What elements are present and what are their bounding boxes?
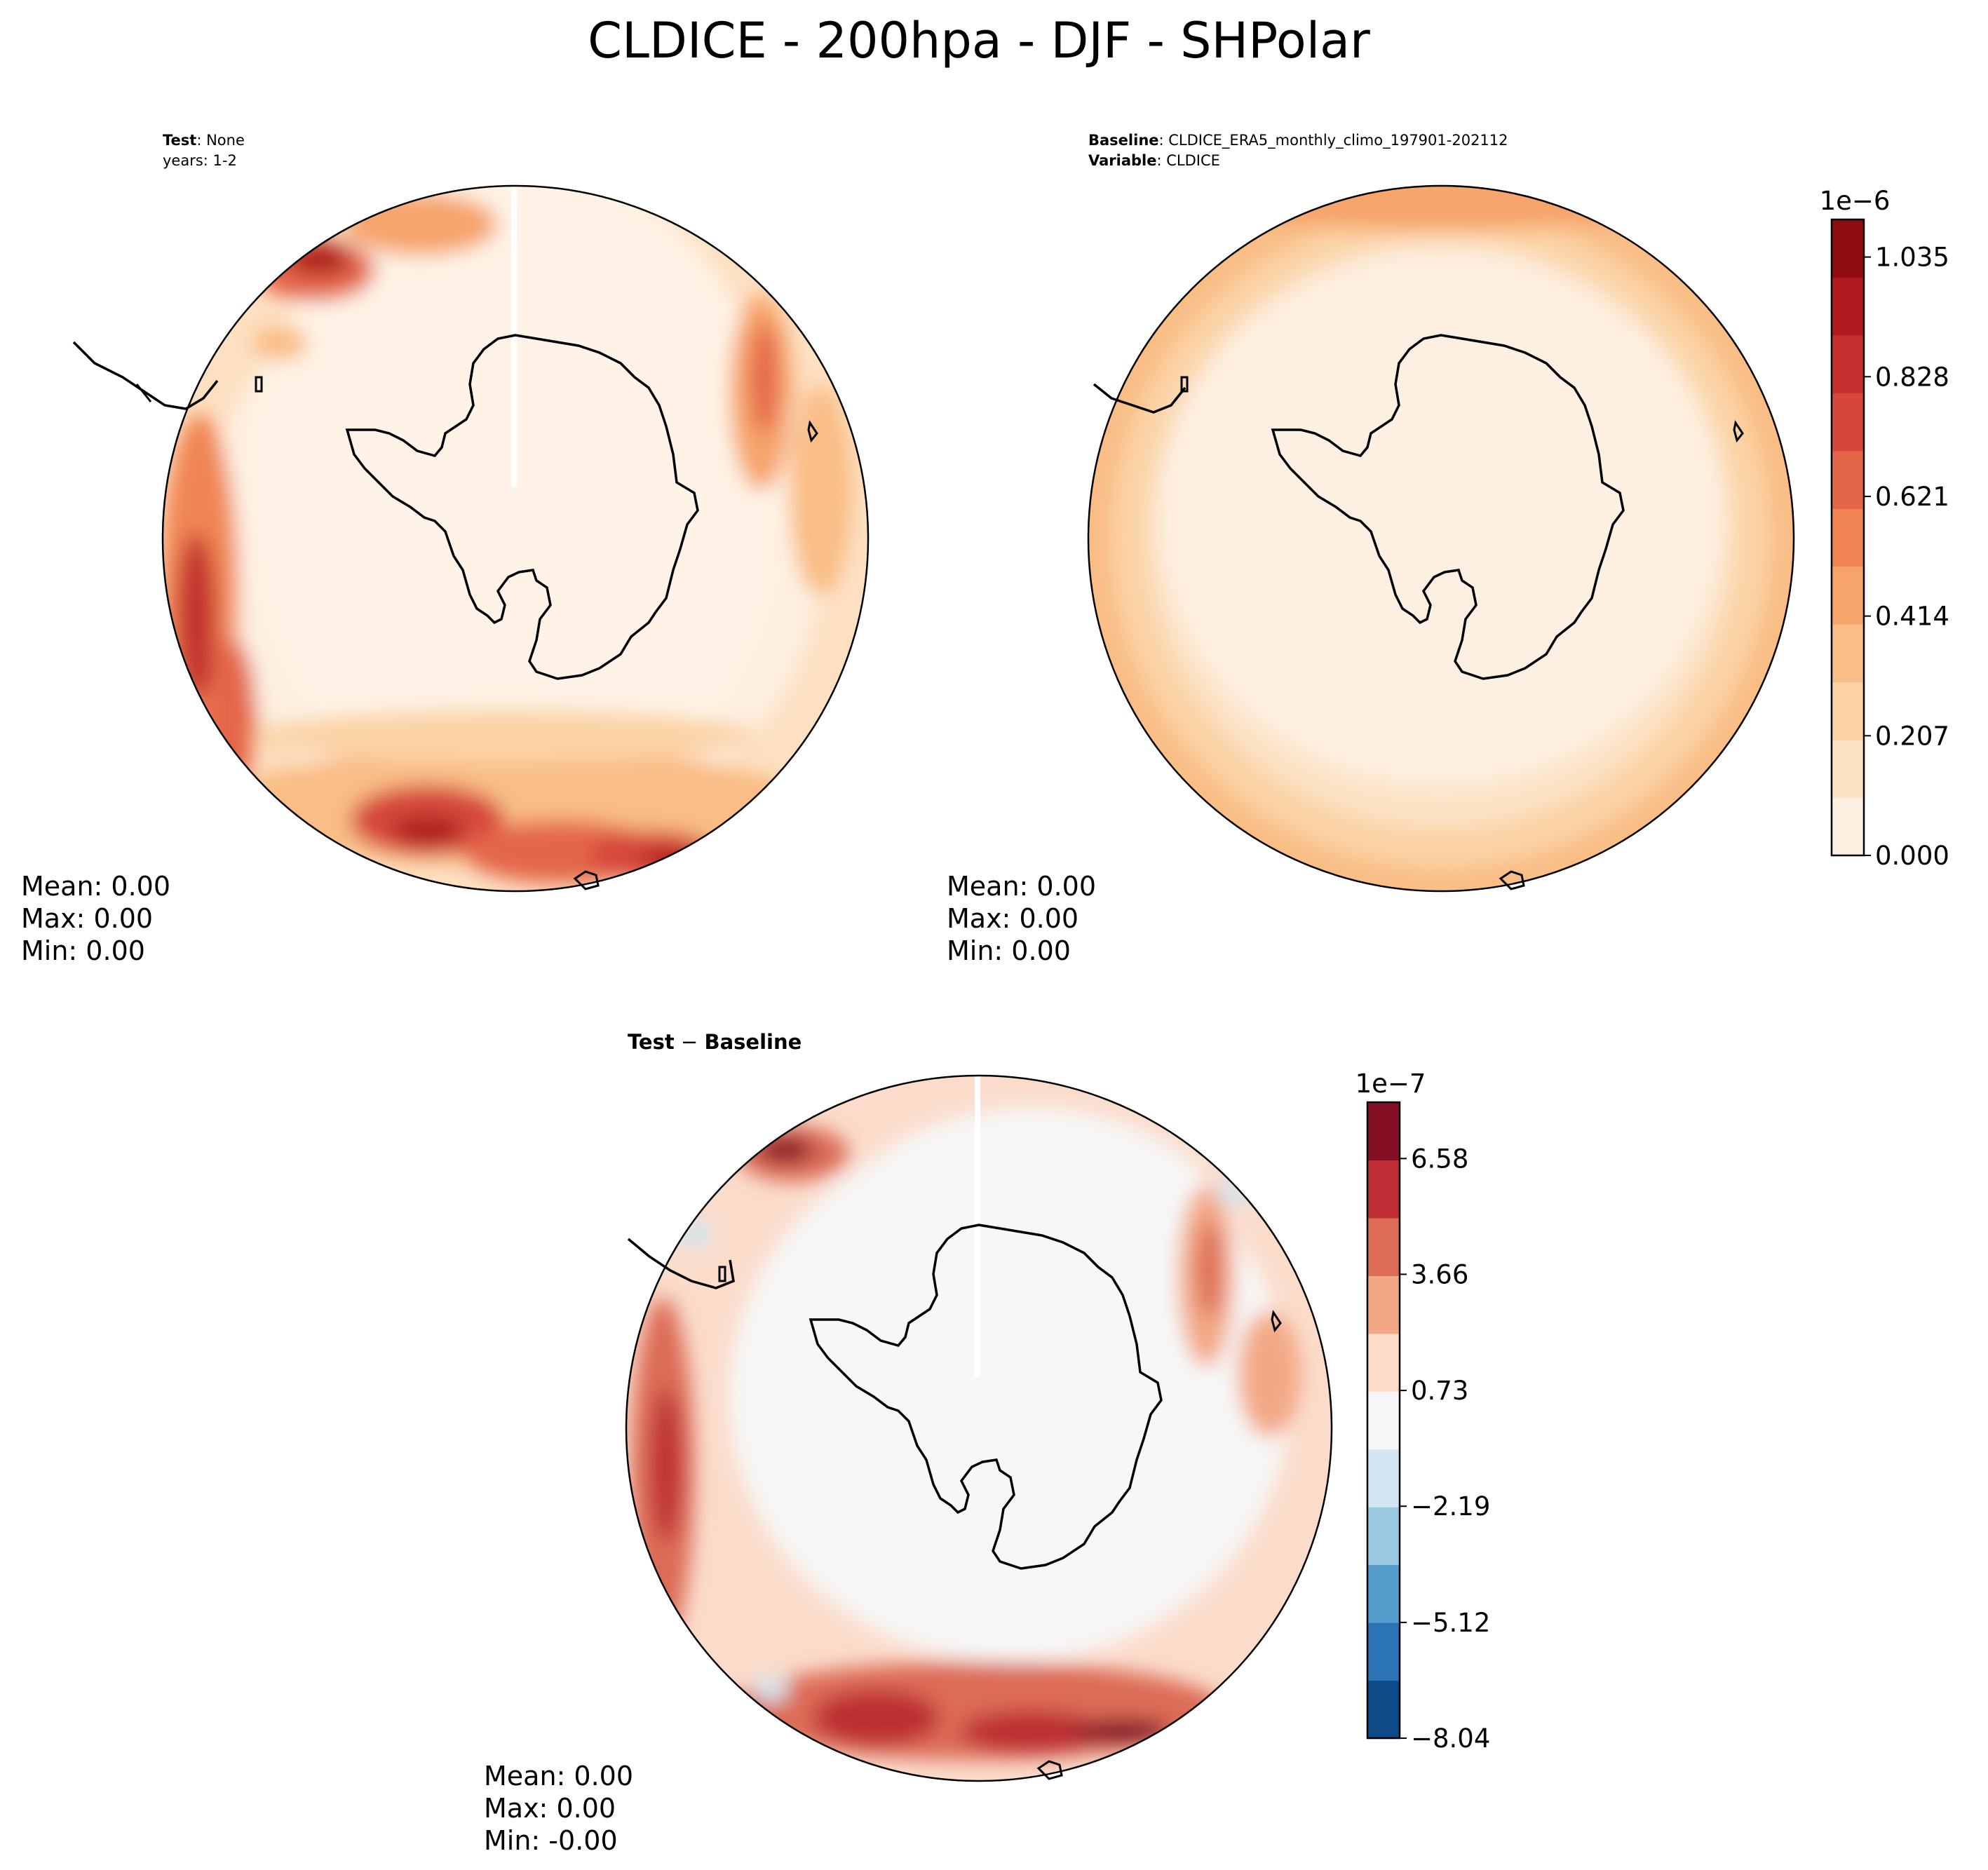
- baseline-colorbar-tick-label: 0.414: [1875, 602, 1949, 632]
- diff-colorbar-segment: [1367, 1680, 1400, 1739]
- baseline-variable-key: Variable: [1088, 152, 1156, 169]
- baseline-stat-mean: Mean: 0.00: [947, 871, 1096, 902]
- baseline-map-field: [1088, 186, 1794, 891]
- baseline-colorbar: 0.000 0.207 0.414 0.621 0.828 1.035 1e−6: [1820, 186, 1949, 871]
- diff-colorbar-tick-label: 3.66: [1411, 1259, 1468, 1289]
- baseline-colorbar-exponent: 1e−6: [1820, 186, 1891, 216]
- diff-colorbar-tick-label: −5.12: [1411, 1608, 1490, 1638]
- diff-colorbar-tick-label: 0.73: [1411, 1376, 1468, 1406]
- diff-colorbar-segment: [1367, 1622, 1400, 1681]
- diff-colorbar-segment: [1367, 1507, 1400, 1566]
- test-header-value: : None: [196, 132, 245, 149]
- baseline-colorbar-tick-label: 0.207: [1875, 721, 1949, 751]
- baseline-header: Baseline: CLDICE_ERA5_monthly_climo_1979…: [1088, 132, 1508, 149]
- baseline-colorbar-segment: [1832, 219, 1864, 278]
- baseline-colorbar-segment: [1832, 277, 1864, 336]
- baseline-header-value: : CLDICE_ERA5_monthly_climo_197901-20211…: [1159, 132, 1508, 149]
- diff-header-test: Test: [628, 1030, 675, 1054]
- diff-colorbar-frame: [1366, 1101, 1401, 1740]
- diff-colorbar: −8.04 −5.12 −2.19 0.73 3.66 6.58 1e−7: [1355, 1069, 1491, 1754]
- test-header: Test: None: [163, 132, 245, 149]
- diff-colorbar-exponent: 1e−7: [1355, 1069, 1426, 1099]
- diff-colorbar-segment: [1367, 1449, 1400, 1507]
- baseline-colorbar-segment: [1832, 682, 1864, 740]
- test-map-field: [163, 186, 868, 891]
- diff-antarctica-outline: [627, 1224, 1282, 1780]
- panel-baseline: Baseline: CLDICE_ERA5_monthly_climo_1979…: [947, 132, 1949, 966]
- diff-header-baseline: Baseline: [704, 1030, 802, 1054]
- baseline-colorbar-segment: [1832, 508, 1864, 567]
- diff-colorbar-tick-label: −2.19: [1411, 1491, 1490, 1522]
- baseline-variable-value: : CLDICE: [1156, 152, 1219, 169]
- diff-colorbar-tick-label: 6.58: [1411, 1144, 1468, 1174]
- test-header-years: years: 1-2: [163, 152, 237, 169]
- panel-difference: Test − Baseline: [484, 1030, 1490, 1856]
- baseline-colorbar-tick-label: 0.000: [1875, 841, 1949, 871]
- baseline-stat-min: Min: 0.00: [947, 935, 1071, 966]
- diff-colorbar-segment: [1367, 1102, 1400, 1160]
- baseline-colorbar-segment: [1832, 624, 1864, 683]
- diff-colorbar-segment: [1367, 1160, 1400, 1219]
- diff-map-boundary: [625, 1074, 1333, 1782]
- diff-colorbar-segment: [1367, 1333, 1400, 1392]
- baseline-antarctica-outline: [1093, 334, 1744, 890]
- diff-stat-mean: Mean: 0.00: [484, 1761, 633, 1791]
- test-stat-max: Max: 0.00: [21, 903, 153, 934]
- diff-header: Test − Baseline: [628, 1030, 802, 1054]
- baseline-colorbar-segment: [1832, 566, 1864, 625]
- baseline-colorbar-frame: [1830, 218, 1865, 857]
- diff-colorbar-segment: [1367, 1564, 1400, 1623]
- baseline-colorbar-segment: [1832, 450, 1864, 509]
- test-stat-mean: Mean: 0.00: [21, 871, 170, 902]
- baseline-colorbar-tick-label: 1.035: [1875, 243, 1949, 273]
- diff-stat-min: Min: -0.00: [484, 1825, 618, 1856]
- test-stat-min: Min: 0.00: [21, 935, 145, 966]
- diff-colorbar-segment: [1367, 1275, 1400, 1334]
- panel-test: Test: None years: 1-2: [21, 132, 870, 966]
- diff-map-field: [626, 1076, 1332, 1781]
- baseline-header-variable: Variable: CLDICE: [1088, 152, 1220, 169]
- baseline-colorbar-tick-label: 0.621: [1875, 482, 1949, 512]
- diff-colorbar-segment: [1367, 1391, 1400, 1450]
- diff-colorbar-segment: [1367, 1217, 1400, 1276]
- baseline-colorbar-segment: [1832, 740, 1864, 799]
- test-header-key: Test: [163, 132, 196, 149]
- baseline-map-boundary: [1087, 184, 1795, 893]
- baseline-colorbar-segment: [1832, 393, 1864, 452]
- test-antarctica-outline: [72, 334, 818, 890]
- diff-stat-max: Max: 0.00: [484, 1793, 616, 1824]
- baseline-colorbar-segment: [1832, 797, 1864, 856]
- diff-header-op: −: [675, 1030, 705, 1054]
- diff-colorbar-tick-label: −8.04: [1411, 1723, 1490, 1754]
- test-map-boundary: [161, 184, 870, 893]
- baseline-colorbar-segment: [1832, 334, 1864, 393]
- baseline-colorbar-tick-label: 0.828: [1875, 362, 1949, 392]
- figure-title: CLDICE - 200hpa - DJF - SHPolar: [588, 12, 1370, 69]
- baseline-header-key: Baseline: [1088, 132, 1159, 149]
- baseline-stat-max: Max: 0.00: [947, 903, 1078, 934]
